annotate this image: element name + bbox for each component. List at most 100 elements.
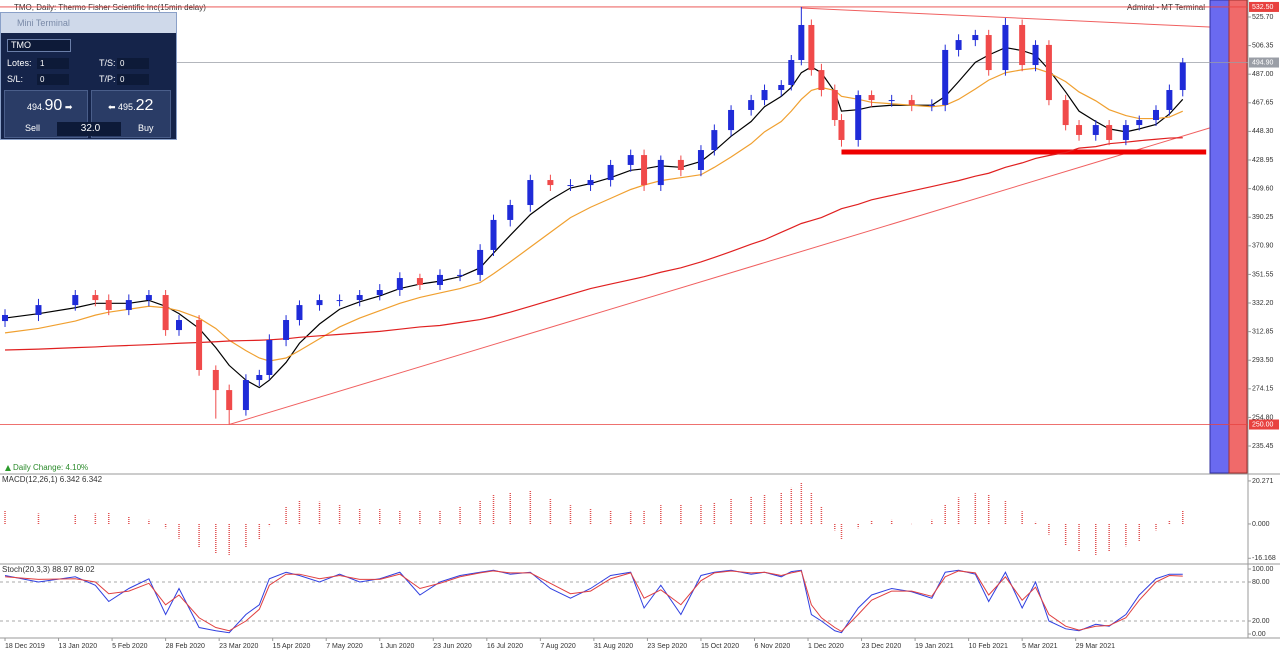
candle-body (316, 300, 323, 306)
candle-body (868, 95, 875, 101)
candle-body (527, 180, 534, 206)
tp-label: T/P: (99, 74, 116, 84)
candle-body (242, 380, 249, 411)
tp-input[interactable]: 0 (117, 74, 149, 85)
candle-body (35, 305, 42, 315)
candle-body (416, 278, 423, 285)
candle-body (1062, 100, 1069, 126)
y-tick-label: 20.271 (1252, 478, 1274, 485)
sl-input[interactable]: 0 (37, 74, 69, 85)
x-tick-label: 6 Nov 2020 (754, 643, 790, 650)
candle-body (831, 90, 838, 121)
symbol-select[interactable]: TMO (7, 39, 71, 52)
candle-body (162, 295, 169, 331)
y-tick-label: 487.00 (1252, 71, 1274, 78)
candle-body (547, 180, 554, 186)
candle-body (125, 300, 132, 310)
price-label-box (1249, 419, 1279, 430)
candle-body (1019, 24, 1026, 66)
candle-body (607, 164, 614, 181)
y-tick-label: 274.15 (1252, 386, 1274, 393)
y-tick-label: 467.65 (1252, 100, 1274, 107)
mini-terminal: Mini Terminal TMO Lotes: 1 T/S: 0 S/L: 0… (0, 12, 177, 140)
spread-box: 32.0 (57, 122, 121, 136)
candle-body (1152, 109, 1159, 121)
y-tick-label: 100.00 (1252, 566, 1274, 573)
candle-body (283, 320, 290, 340)
blue-band (1209, 0, 1230, 474)
x-tick-label: 10 Feb 2021 (969, 643, 1008, 650)
lots-input[interactable]: 1 (37, 58, 69, 69)
trendline (229, 127, 1210, 425)
y-tick-label: 351.55 (1252, 271, 1274, 278)
candle-body (92, 295, 99, 301)
candle-body (266, 339, 273, 376)
y-tick-label: 409.60 (1252, 185, 1274, 192)
buy-price-pips: 22 (135, 97, 154, 114)
x-tick-label: 19 Jan 2021 (915, 643, 954, 650)
candle-body (697, 150, 704, 170)
x-tick-label: 18 Dec 2019 (5, 643, 45, 650)
lots-label: Lotes: (7, 58, 32, 68)
candle-body (1032, 44, 1039, 66)
x-tick-label: 7 May 2020 (326, 643, 363, 650)
candle-body (457, 274, 464, 276)
candle-body (627, 155, 634, 165)
candle-body (145, 295, 152, 301)
ts-input[interactable]: 0 (117, 58, 149, 69)
candle-body (1179, 62, 1186, 91)
price-label-box (1249, 57, 1279, 68)
candle-body (888, 100, 895, 102)
candle-body (728, 109, 735, 131)
candle-body (587, 180, 594, 186)
candle-body (196, 320, 203, 370)
x-tick-label: 15 Oct 2020 (701, 643, 739, 650)
candle-body (1002, 24, 1009, 71)
candle-body (490, 219, 497, 250)
candle-body (761, 90, 768, 101)
x-tick-label: 1 Dec 2020 (808, 643, 844, 650)
candle-body (641, 155, 648, 186)
chart-header: TMO, Daily: Thermo Fisher Scientific Inc… (14, 3, 206, 12)
sell-price-main: 494. (27, 102, 45, 112)
price-label: 494.90 (1252, 59, 1274, 66)
mini-terminal-title: Mini Terminal (1, 13, 176, 33)
y-tick-label: 428.95 (1252, 157, 1274, 164)
candle-body (1092, 125, 1099, 135)
x-tick-label: 29 Mar 2021 (1076, 643, 1115, 650)
x-tick-label: 28 Feb 2020 (166, 643, 205, 650)
y-tick-label: 254.80 (1252, 414, 1274, 421)
x-tick-label: 1 Jun 2020 (380, 643, 415, 650)
candle-body (748, 100, 755, 110)
candle-body (2, 314, 9, 322)
sell-price-pips: 90 (44, 97, 63, 114)
candle-body (226, 390, 233, 411)
candle-body (942, 49, 949, 105)
candle-body (1076, 125, 1083, 135)
platform-label: Admiral - MT Terminal (1127, 3, 1205, 12)
candle-body (436, 274, 443, 285)
candle-body (955, 40, 962, 50)
y-tick-label: 20.00 (1252, 618, 1270, 625)
candle-body (798, 24, 805, 61)
price-label-box (1249, 1, 1279, 12)
candle-body (1136, 120, 1143, 126)
candle-body (808, 24, 815, 71)
candle-body (818, 70, 825, 91)
y-tick-label: 370.90 (1252, 243, 1274, 250)
sl-label: S/L: (7, 74, 24, 84)
x-tick-label: 23 Dec 2020 (862, 643, 902, 650)
x-tick-label: 5 Feb 2020 (112, 643, 148, 650)
red-band (1228, 0, 1248, 474)
y-tick-label: -16.168 (1252, 555, 1276, 562)
x-tick-label: 16 Jul 2020 (487, 643, 523, 650)
y-tick-label: 506.35 (1252, 42, 1274, 49)
candle-body (396, 278, 403, 291)
candle-body (376, 290, 383, 296)
candle-body (677, 159, 684, 170)
x-tick-label: 23 Sep 2020 (647, 643, 687, 650)
up-arrow (5, 465, 11, 471)
